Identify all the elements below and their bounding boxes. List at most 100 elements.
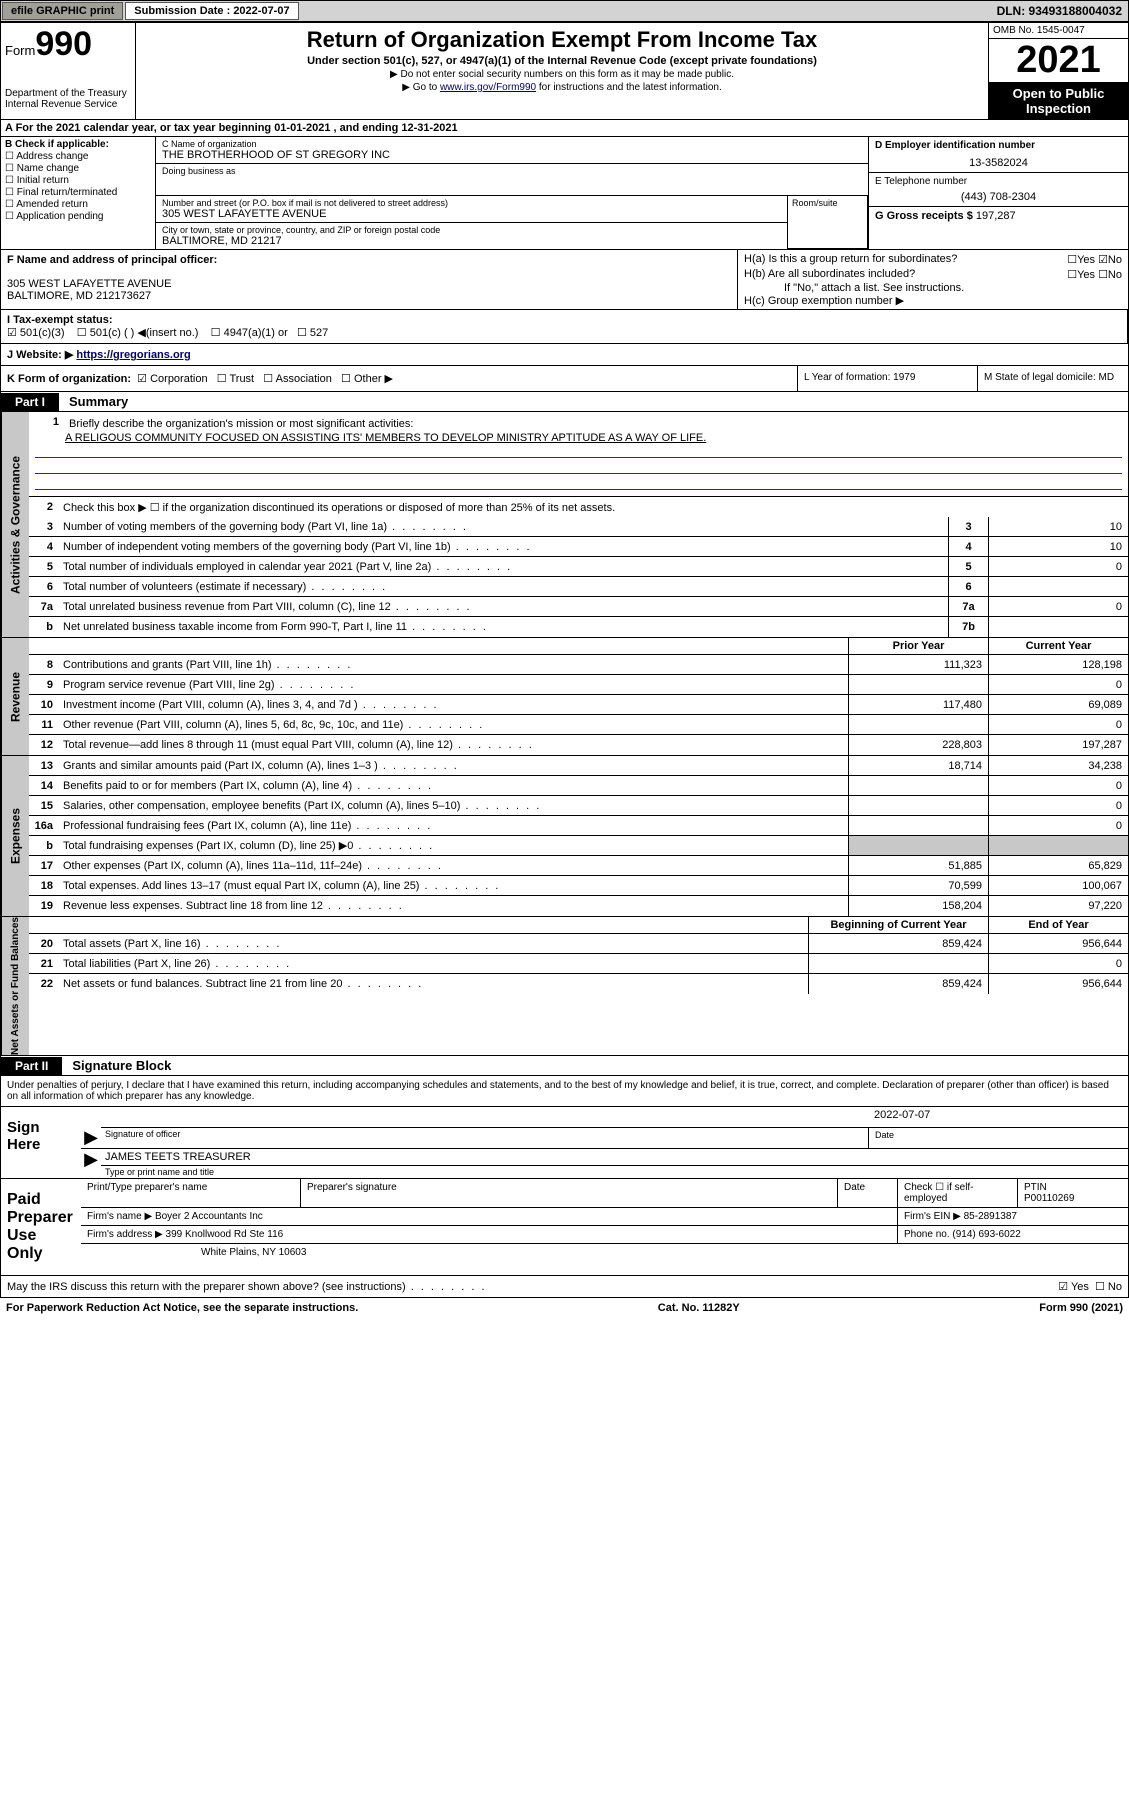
line-value: 10: [988, 517, 1128, 536]
line-text: Total unrelated business revenue from Pa…: [59, 599, 948, 615]
irs-discuss-answer[interactable]: ☑ Yes ☐ No: [1058, 1280, 1122, 1293]
sig-date-label: Date: [868, 1127, 1128, 1148]
line-text: Number of independent voting members of …: [59, 539, 948, 555]
open-to-public: Open to Public Inspection: [989, 83, 1128, 119]
chk-4947[interactable]: ☐ 4947(a)(1) or: [211, 327, 288, 339]
line-box: 3: [948, 517, 988, 536]
block-b-thru-g: B Check if applicable: ☐ Address change …: [0, 137, 1129, 250]
prior-value: [848, 836, 988, 855]
chk-name-change[interactable]: ☐ Name change: [5, 163, 151, 174]
omb-number: OMB No. 1545-0047: [989, 23, 1128, 39]
sig-arrow-icon: ▶: [81, 1127, 101, 1148]
prior-value: [848, 816, 988, 835]
prior-value: [848, 715, 988, 734]
vtab-expenses: Expenses: [1, 756, 29, 916]
current-value: 0: [988, 816, 1128, 835]
prior-value: 111,323: [848, 655, 988, 674]
form-subtitle: Under section 501(c), 527, or 4947(a)(1)…: [140, 55, 984, 67]
ha-label: H(a) Is this a group return for subordin…: [744, 253, 957, 266]
efile-print-button[interactable]: efile GRAPHIC print: [2, 2, 123, 20]
chk-501c3[interactable]: ☑ 501(c)(3): [7, 327, 65, 339]
website-link[interactable]: https://gregorians.org: [76, 349, 190, 361]
current-value: 0: [988, 776, 1128, 795]
table-row: 12 Total revenue—add lines 8 through 11 …: [29, 735, 1128, 755]
addr-label: Number and street (or P.O. box if mail i…: [162, 198, 781, 208]
line-value: [988, 577, 1128, 596]
chk-501c[interactable]: ☐ 501(c) ( ) ◀(insert no.): [77, 327, 199, 339]
tax-year: 2021: [989, 39, 1128, 83]
officer-label: F Name and address of principal officer:: [7, 254, 731, 266]
sig-name-label: Type or print name and title: [101, 1166, 1128, 1178]
table-row: 6 Total number of volunteers (estimate i…: [29, 577, 1128, 597]
col-b-checkboxes: B Check if applicable: ☐ Address change …: [1, 137, 156, 249]
phone-label: E Telephone number: [875, 176, 1122, 187]
line-number: 7a: [29, 601, 59, 613]
prior-value: [848, 776, 988, 795]
gross-label: G Gross receipts $: [875, 210, 976, 222]
line2-text: Check this box ▶ ☐ if the organization d…: [59, 499, 1128, 516]
current-value: [988, 836, 1128, 855]
paid-preparer-block: Paid Preparer Use Only Print/Type prepar…: [0, 1179, 1129, 1276]
chk-association[interactable]: ☐ Association: [263, 373, 332, 385]
chk-address-change[interactable]: ☐ Address change: [5, 151, 151, 162]
line-text: Other revenue (Part VIII, column (A), li…: [59, 717, 848, 733]
chk-final-return[interactable]: ☐ Final return/terminated: [5, 187, 151, 198]
table-row: 8 Contributions and grants (Part VIII, l…: [29, 655, 1128, 675]
form-ref: Form 990 (2021): [1039, 1302, 1123, 1314]
chk-initial-return[interactable]: ☐ Initial return: [5, 175, 151, 186]
chk-527[interactable]: ☐ 527: [297, 327, 328, 339]
line-number: 19: [29, 900, 59, 912]
block-f-h: F Name and address of principal officer:…: [0, 250, 1129, 310]
signature-declaration: Under penalties of perjury, I declare th…: [0, 1076, 1129, 1107]
ha-answer[interactable]: ☐Yes ☑No: [1067, 253, 1122, 266]
prior-value: [848, 796, 988, 815]
firm-addr1: 399 Knollwood Rd Ste 116: [166, 1229, 284, 1240]
current-value: 97,220: [988, 896, 1128, 916]
line-text: Investment income (Part VIII, column (A)…: [59, 697, 848, 713]
table-row: b Net unrelated business taxable income …: [29, 617, 1128, 637]
hb-answer[interactable]: ☐Yes ☐No: [1067, 268, 1122, 281]
line-number: 17: [29, 860, 59, 872]
form-number: 990: [35, 25, 92, 63]
room-suite-label: Room/suite: [788, 196, 868, 249]
chk-other[interactable]: ☐ Other ▶: [341, 373, 393, 385]
prior-value: 228,803: [848, 735, 988, 755]
line-number: 4: [29, 541, 59, 553]
hdr-end-year: End of Year: [988, 917, 1128, 933]
prep-name-hdr: Print/Type preparer's name: [81, 1179, 301, 1207]
current-value: 956,644: [988, 934, 1128, 953]
sig-arrow-icon: ▶: [81, 1149, 101, 1178]
dba-label: Doing business as: [162, 166, 862, 176]
current-value: 0: [988, 954, 1128, 973]
form-prefix: Form: [5, 43, 35, 58]
line-number: 9: [29, 679, 59, 691]
chk-amended-return[interactable]: ☐ Amended return: [5, 199, 151, 210]
line-text: Contributions and grants (Part VIII, lin…: [59, 657, 848, 673]
ein-label: D Employer identification number: [875, 140, 1122, 151]
state-domicile: M State of legal domicile: MD: [978, 366, 1128, 391]
firm-addr2: White Plains, NY 10603: [81, 1244, 1128, 1261]
part1-header: Part I Summary: [0, 392, 1129, 412]
row-i: I Tax-exempt status: ☑ 501(c)(3) ☐ 501(c…: [0, 310, 1129, 344]
line-number: 10: [29, 699, 59, 711]
chk-application-pending[interactable]: ☐ Application pending: [5, 211, 151, 222]
table-row: 4 Number of independent voting members o…: [29, 537, 1128, 557]
org-address: 305 WEST LAFAYETTE AVENUE: [162, 208, 781, 220]
table-row: 13 Grants and similar amounts paid (Part…: [29, 756, 1128, 776]
sig-name-value: JAMES TEETS TREASURER: [101, 1149, 1128, 1166]
sig-date-value: 2022-07-07: [868, 1107, 1128, 1127]
irs-link[interactable]: www.irs.gov/Form990: [440, 82, 536, 93]
chk-corporation[interactable]: ☑ Corporation: [137, 373, 207, 385]
ptin-label: PTIN: [1024, 1182, 1047, 1193]
firm-addr-label: Firm's address ▶: [87, 1229, 166, 1240]
table-row: 22 Net assets or fund balances. Subtract…: [29, 974, 1128, 994]
prep-selfemp[interactable]: Check ☐ if self-employed: [898, 1179, 1018, 1207]
chk-trust[interactable]: ☐ Trust: [217, 373, 254, 385]
line-text: Benefits paid to or for members (Part IX…: [59, 778, 848, 794]
irs-discuss-line: May the IRS discuss this return with the…: [0, 1276, 1129, 1298]
firm-ein: 85-2891387: [964, 1211, 1017, 1222]
line-number: 8: [29, 659, 59, 671]
prior-value: 158,204: [848, 896, 988, 916]
line-box: 7b: [948, 617, 988, 637]
org-name: THE BROTHERHOOD OF ST GREGORY INC: [162, 149, 862, 161]
